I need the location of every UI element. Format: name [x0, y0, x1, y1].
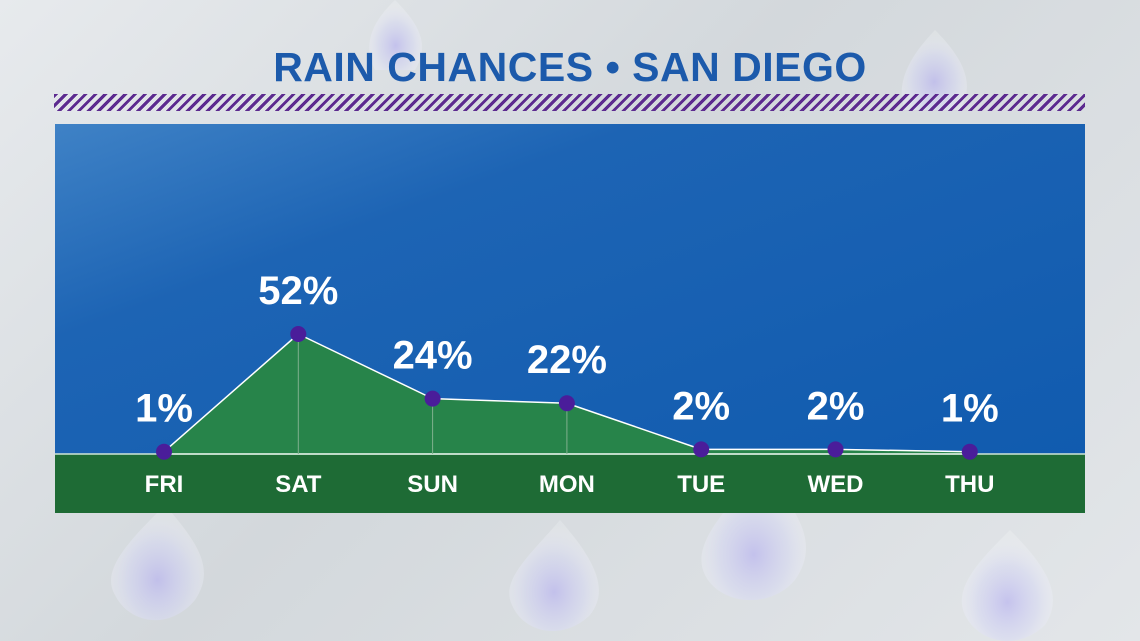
value-label: 22%	[527, 338, 607, 382]
data-point	[424, 390, 441, 407]
day-label: SAT	[275, 471, 322, 498]
raindrop-icon	[369, 0, 423, 70]
value-label: 2%	[807, 384, 865, 428]
data-point	[290, 326, 307, 342]
rain-chance-chart: 1% FRI 52% SAT 24% SUN 22% MON 2% TUE 2% WED 1% THU	[55, 269, 1085, 513]
day-label: FRI	[145, 471, 184, 498]
value-label: 52%	[258, 269, 338, 313]
day-label: WED	[808, 471, 864, 498]
day-label: THU	[945, 471, 994, 498]
ground-band	[55, 454, 1085, 513]
value-label: 1%	[135, 387, 193, 431]
value-label: 24%	[393, 334, 473, 378]
raindrop-icon	[509, 520, 599, 632]
value-label: 1%	[941, 387, 999, 431]
raindrop-icon	[901, 30, 967, 110]
value-label: 2%	[672, 384, 730, 428]
chart-panel: 1% FRI 52% SAT 24% SUN 22% MON 2% TUE 2% WED 1% THU	[55, 124, 1085, 513]
data-point	[827, 441, 844, 458]
decorative-stripe	[54, 94, 1085, 111]
data-point	[156, 443, 172, 460]
data-point	[693, 441, 710, 458]
raindrop-icon	[111, 505, 204, 621]
data-point	[558, 395, 575, 412]
data-point	[961, 443, 978, 460]
day-label: TUE	[677, 471, 725, 498]
day-label: SUN	[407, 471, 458, 498]
raindrop-icon	[961, 530, 1053, 641]
chart-title: RAIN CHANCES • SAN DIEGO	[273, 44, 867, 90]
day-label: MON	[539, 471, 595, 498]
